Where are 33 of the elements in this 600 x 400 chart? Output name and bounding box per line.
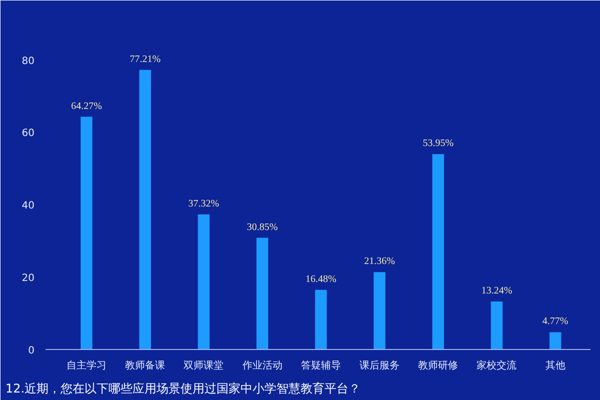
x-tick-label: 家校交流 bbox=[476, 360, 517, 372]
bar bbox=[549, 332, 562, 350]
y-tick-label: 40 bbox=[22, 200, 35, 212]
x-tick-label: 教师研修 bbox=[418, 360, 458, 372]
bar bbox=[139, 70, 151, 350]
x-tick-label: 答疑辅导 bbox=[300, 360, 341, 372]
x-tick-label: 作业活动 bbox=[241, 360, 282, 372]
bar bbox=[432, 154, 444, 350]
data-label: 30.85% bbox=[246, 222, 278, 233]
bar bbox=[256, 238, 268, 350]
x-tick-label: 课后服务 bbox=[360, 360, 400, 372]
data-label: 4.77% bbox=[542, 316, 568, 328]
data-label: 77.21% bbox=[130, 54, 161, 65]
y-tick-label: 80 bbox=[22, 56, 35, 67]
data-label: 13.24% bbox=[481, 286, 512, 297]
y-tick-label: 20 bbox=[22, 273, 35, 284]
bar bbox=[198, 214, 210, 350]
data-label: 37.32% bbox=[188, 198, 220, 210]
x-tick-label: 其他 bbox=[545, 360, 566, 372]
bar bbox=[315, 290, 327, 350]
data-label: 53.95% bbox=[422, 138, 454, 150]
y-tick-label: 0 bbox=[28, 346, 35, 356]
data-label: 16.48% bbox=[306, 274, 336, 285]
x-tick-label: 教师备课 bbox=[125, 360, 166, 372]
data-label: 64.27% bbox=[71, 100, 102, 112]
data-label: 21.36% bbox=[364, 256, 395, 268]
bar bbox=[374, 272, 386, 350]
x-tick-label: 双师课堂 bbox=[184, 360, 224, 372]
bar bbox=[490, 302, 503, 350]
bar bbox=[80, 116, 92, 350]
x-tick-label: 自主学习 bbox=[66, 360, 107, 372]
text: 12.近期，您在以下哪些应用场景使用过国家中小学智慧教育平台？ bbox=[6, 382, 361, 396]
y-tick-label: 60 bbox=[22, 128, 35, 140]
